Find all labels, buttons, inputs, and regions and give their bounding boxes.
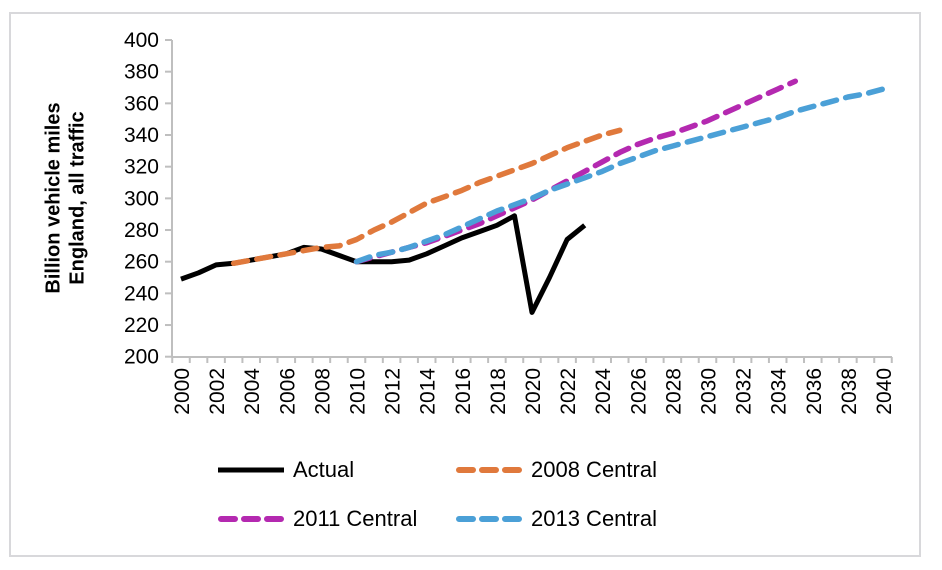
x-tick-label: 2000: [171, 368, 194, 415]
x-tick-label: 2018: [487, 368, 510, 415]
x-tick-label: 2002: [206, 368, 229, 415]
x-tick-label: 2014: [417, 368, 440, 415]
x-tick-label: 2022: [557, 368, 580, 415]
legend-swatch-2013-central: [456, 516, 522, 522]
x-tick-label: 2020: [522, 368, 545, 415]
x-tick-label: 2010: [347, 368, 370, 415]
x-tick-label: 2012: [382, 368, 405, 415]
x-tick-label: 2006: [276, 368, 299, 415]
y-tick-label: 340: [124, 124, 159, 147]
x-tick-label: 2036: [803, 368, 826, 415]
y-tick-label: 360: [124, 92, 159, 115]
x-tick-label: 2028: [662, 368, 685, 415]
legend-item-2013-central: 2013 Central: [454, 501, 784, 537]
x-tick-label: 2026: [627, 368, 650, 415]
y-tick-label: 300: [124, 187, 159, 210]
legend-item-2011-central: 2011 Central: [216, 501, 454, 537]
y-tick-label: 320: [124, 156, 159, 179]
y-axis-title: Billion vehicle miles England, all traff…: [42, 102, 89, 293]
x-tick-label: 2040: [873, 368, 896, 415]
x-tick-label: 2030: [698, 368, 721, 415]
chart-frame: [9, 12, 921, 557]
y-tick-label: 260: [124, 251, 159, 274]
y-axis-title-line1: Billion vehicle miles: [42, 102, 65, 294]
x-tick-label: 2004: [241, 368, 264, 415]
y-tick-label: 240: [124, 282, 159, 305]
legend-label-2013-central: 2013 Central: [531, 506, 657, 531]
x-tick-label: 2008: [311, 368, 334, 415]
y-tick-label: 380: [124, 61, 159, 84]
legend-label-2011-central: 2011 Central: [293, 506, 418, 531]
legend-label-actual: Actual: [293, 457, 355, 482]
y-tick-label: 400: [124, 29, 159, 52]
legend-swatch-actual: [218, 467, 284, 473]
y-tick-label: 200: [124, 346, 159, 369]
legend-item-2008-central: 2008 Central: [454, 452, 784, 488]
legend-swatch-2011-central: [218, 516, 284, 522]
series-2013-central: [353, 86, 886, 265]
x-tick-label: 2038: [838, 368, 861, 415]
y-axis-title-line2: England, all traffic: [66, 111, 88, 285]
x-tick-label: 2034: [768, 368, 791, 415]
y-tick-label: 280: [124, 219, 159, 242]
x-tick-label: 2024: [592, 368, 615, 415]
x-tick-label: 2016: [452, 368, 475, 415]
legend-label-2008-central: 2008 Central: [531, 457, 657, 482]
legend-item-actual: Actual: [216, 452, 454, 488]
x-tick-label: 2032: [733, 368, 756, 415]
series-2008-central: [230, 127, 623, 267]
legend: Actual 2008 Central 2011 Central 2013 Ce…: [216, 452, 784, 537]
legend-swatch-2008-central: [456, 467, 522, 473]
y-tick-label: 220: [124, 314, 159, 337]
